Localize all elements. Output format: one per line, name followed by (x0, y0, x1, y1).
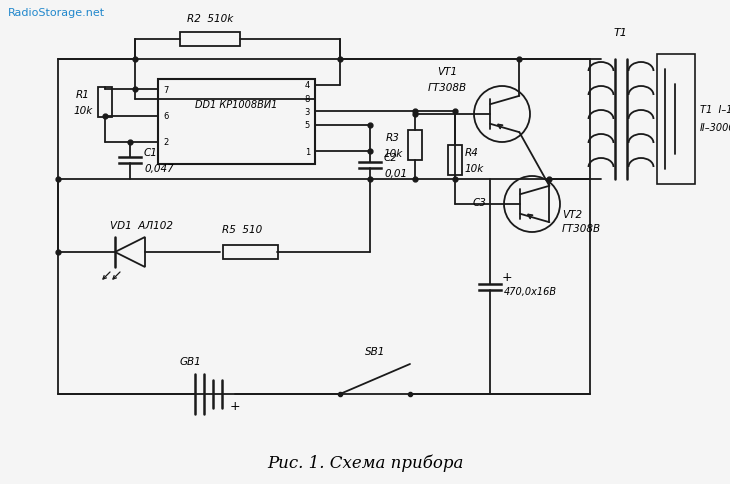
Text: T1  I–100вит.: T1 I–100вит. (700, 105, 730, 115)
Text: ГТ308В: ГТ308В (562, 224, 601, 233)
Text: 8: 8 (304, 95, 310, 104)
Bar (223, 245, 277, 259)
Text: R4: R4 (465, 148, 479, 158)
Text: C2: C2 (384, 153, 398, 163)
Text: 0,047: 0,047 (144, 164, 174, 174)
Text: ГТ308В: ГТ308В (428, 83, 466, 93)
Text: II–3000вит.: II–3000вит. (700, 123, 730, 133)
Text: +: + (502, 271, 512, 284)
Text: T1: T1 (613, 28, 627, 38)
Text: 1: 1 (304, 148, 310, 156)
Text: SB1: SB1 (365, 346, 385, 356)
Text: C1: C1 (144, 148, 158, 158)
Bar (408, 131, 422, 161)
Bar (448, 146, 462, 176)
Text: 10k: 10k (383, 149, 403, 159)
Text: C3: C3 (473, 197, 487, 208)
Text: R3: R3 (386, 133, 400, 143)
Text: 7: 7 (163, 86, 169, 94)
Bar (158, 80, 315, 165)
Text: VT1: VT1 (437, 67, 457, 77)
Text: 3: 3 (304, 107, 310, 117)
Text: 0,01: 0,01 (384, 169, 407, 179)
Text: 2: 2 (163, 138, 168, 147)
Text: Рис. 1. Схема прибора: Рис. 1. Схема прибора (266, 454, 464, 471)
Text: R2  510k: R2 510k (187, 14, 233, 24)
Text: R1: R1 (76, 90, 90, 100)
Text: RadioStorage.net: RadioStorage.net (8, 8, 105, 18)
Text: 10k: 10k (465, 164, 484, 174)
Text: 10k: 10k (74, 106, 93, 116)
Text: DD1 КР1008ВИ1: DD1 КР1008ВИ1 (196, 99, 277, 109)
Text: VD1  АЛ102: VD1 АЛ102 (110, 221, 173, 230)
Text: +: + (230, 400, 241, 413)
Text: 4: 4 (304, 81, 310, 90)
Text: R5  510: R5 510 (222, 225, 262, 235)
Text: 6: 6 (163, 112, 169, 121)
Bar (180, 33, 240, 47)
Text: 470,0x16В: 470,0x16В (504, 287, 557, 297)
Text: VT2: VT2 (562, 210, 582, 220)
Text: GB1: GB1 (179, 356, 201, 366)
Bar (657, 55, 695, 184)
Bar (98, 88, 112, 118)
Text: 5: 5 (304, 121, 310, 130)
